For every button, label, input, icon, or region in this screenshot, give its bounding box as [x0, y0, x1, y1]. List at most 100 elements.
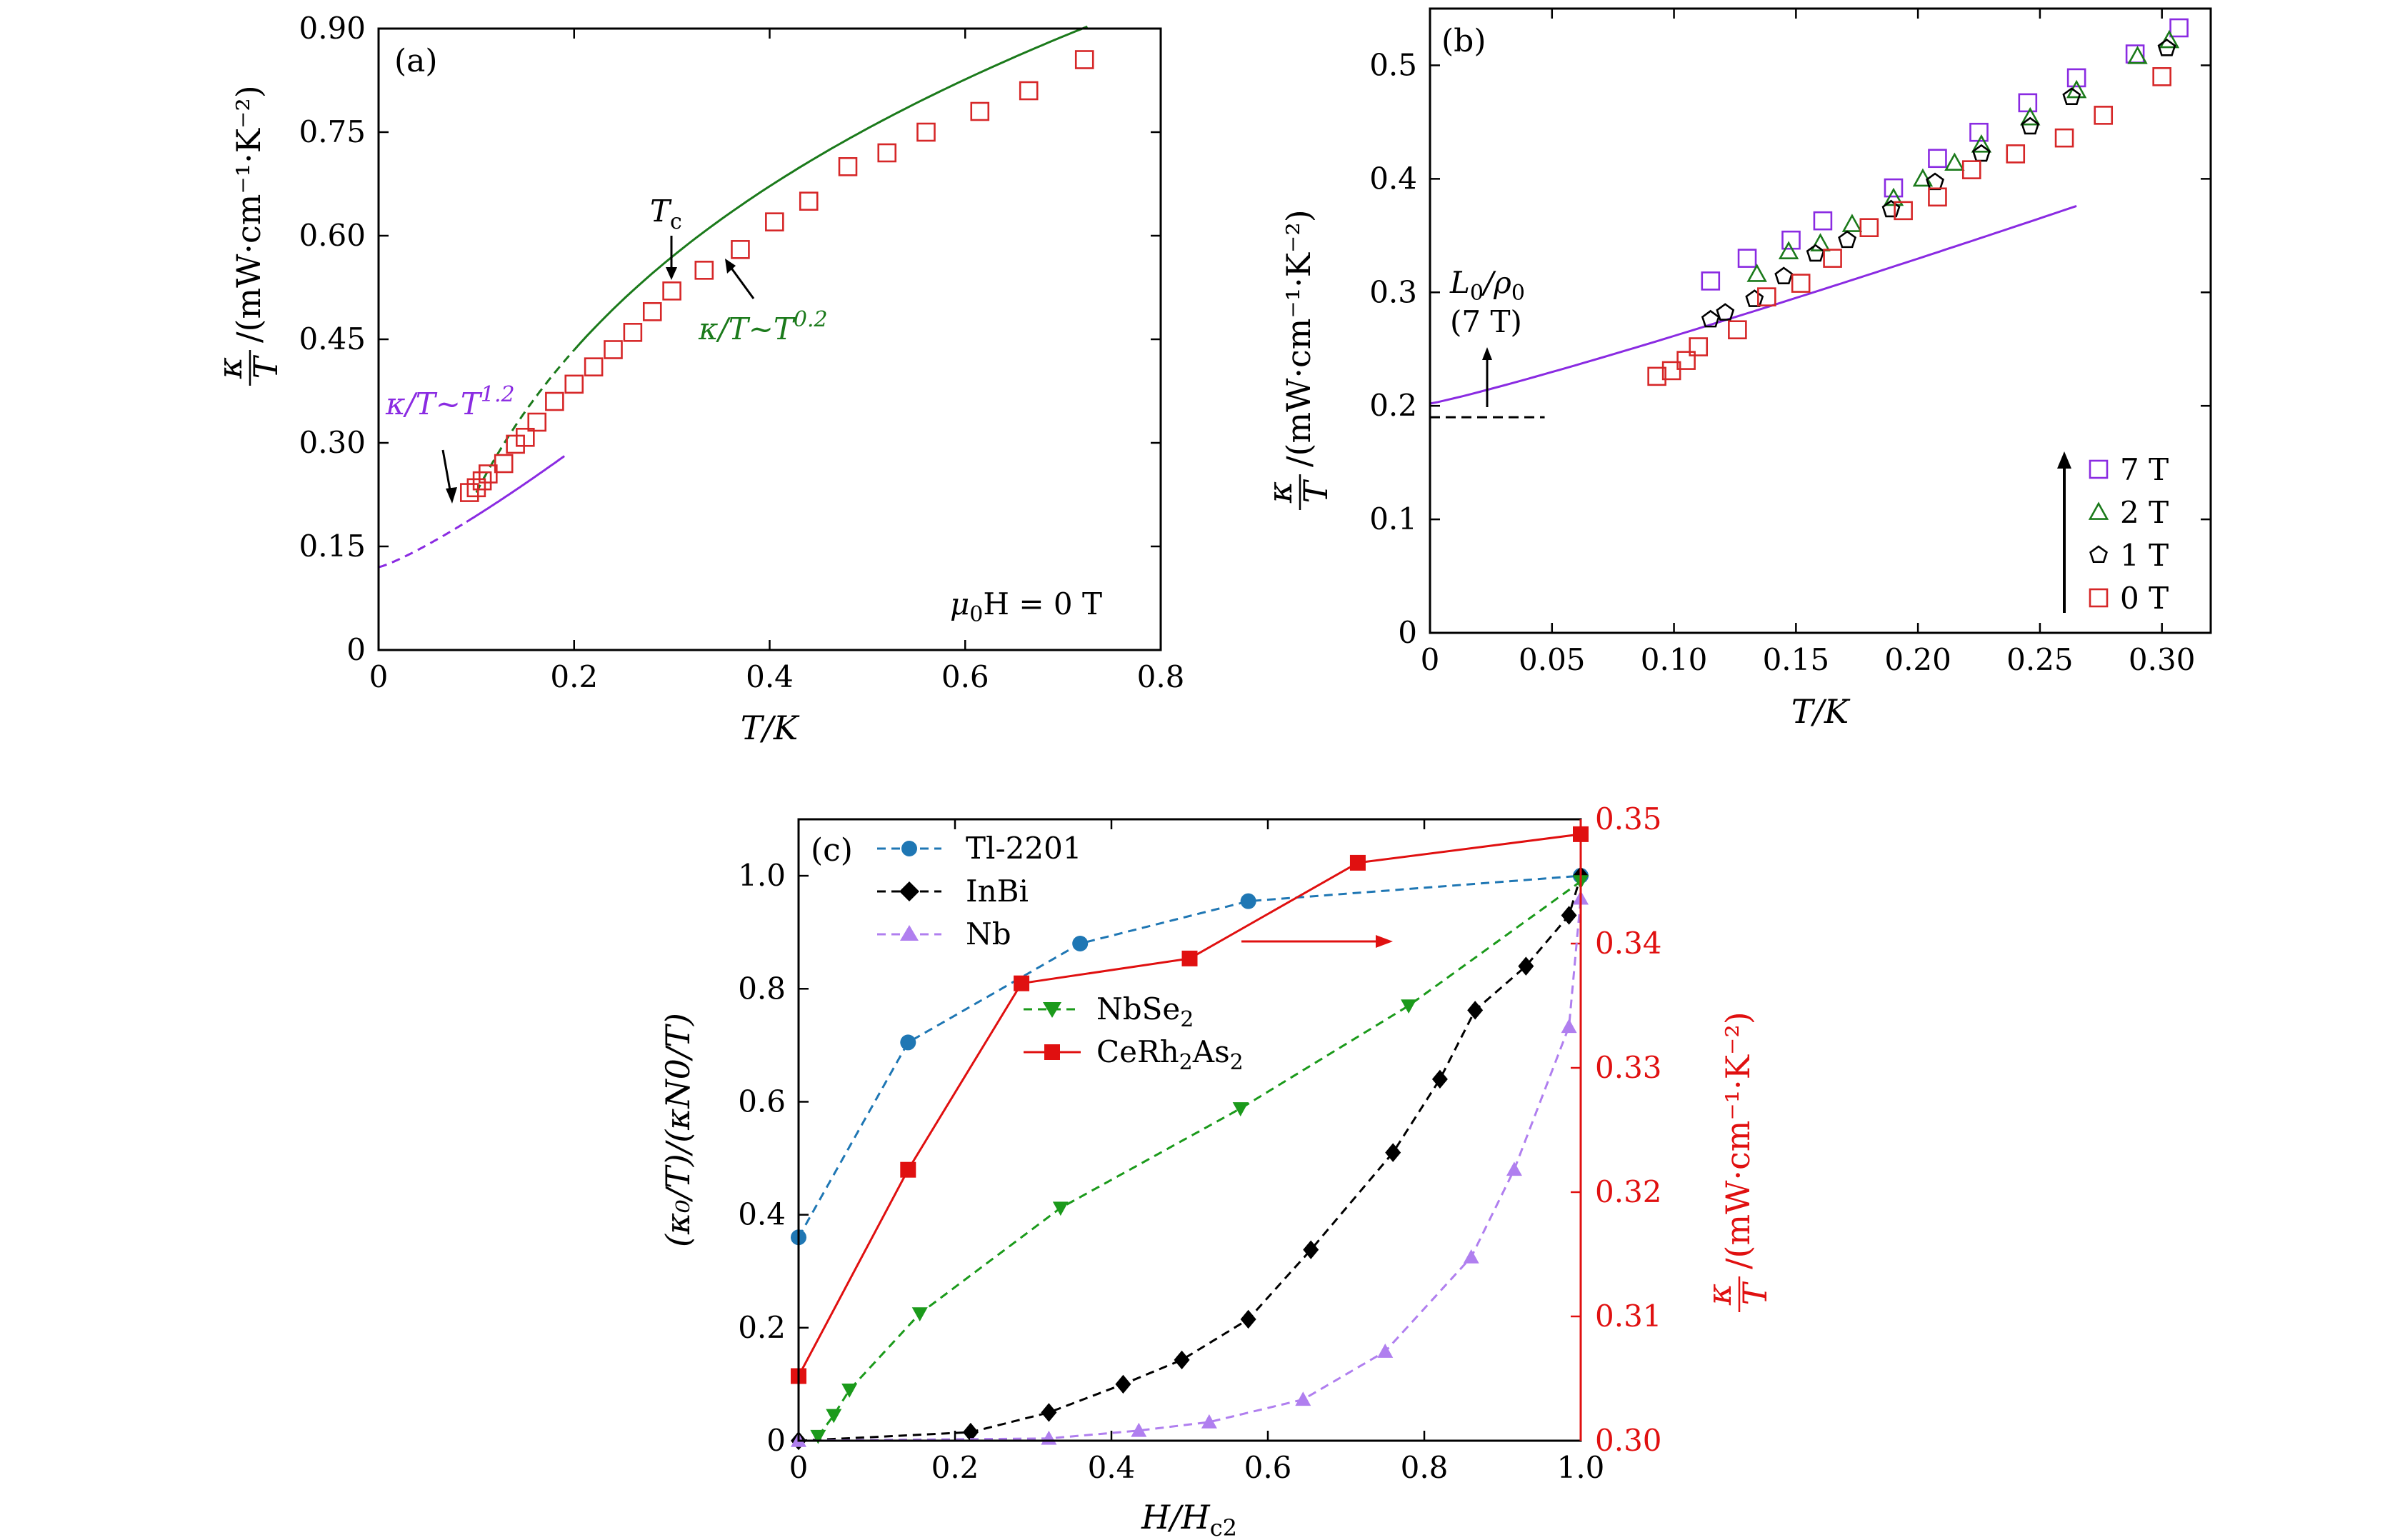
- panel-b-legend-label: 0 T: [2120, 581, 2169, 616]
- panel-b-data-point: [1971, 144, 1991, 162]
- legend-cerh-marker: [1044, 1044, 1060, 1060]
- panel-a-xtick-label: 0: [369, 659, 389, 694]
- panel-b-data-point: [2066, 68, 2086, 88]
- panel-a-ytick-label: 0.30: [299, 425, 366, 460]
- panel-c-ylabel-right-T: T: [1736, 1281, 1774, 1305]
- panel-a-data-point: [799, 191, 819, 211]
- panel-b-ytick-label: 0.5: [1369, 47, 1417, 82]
- panel-c-data-point: [1431, 1069, 1448, 1089]
- panel-b-data-point: [2021, 116, 2040, 135]
- panel-b: 0 0.05 0.10 0.15 0.20 0.25 0.30 0 0.1 0.2 0.3 0.4 0.…: [1261, 7, 2212, 731]
- panel-b-data-point: [1746, 264, 1767, 282]
- l0-arrow-head: [1482, 347, 1492, 360]
- panel-c-data-point: [841, 1384, 858, 1398]
- panel-a-data-point: [506, 434, 525, 454]
- panel-b-data-point: [1791, 274, 1811, 293]
- panel-c-data-point: [1014, 975, 1030, 991]
- panel-b-xtick-label: 0.10: [1641, 642, 1708, 677]
- panel-a-data-point: [564, 374, 584, 394]
- panel-a-data-point: [916, 122, 936, 142]
- arrow-t02-head: [725, 259, 736, 274]
- panel-b-data-point: [1806, 244, 1825, 262]
- panel-b-xtick-label: 0.15: [1763, 642, 1830, 677]
- panel-c-legend: Tl-2201 InBi Nb NbSe2 CeRh2As2: [877, 831, 1244, 1075]
- panel-a-ylabel-kappa: κ: [211, 357, 249, 379]
- panel-b-data-point: [2169, 18, 2189, 38]
- panel-c-data-point: [1561, 1019, 1577, 1034]
- panel-b-ylabel-T: T: [1296, 479, 1335, 503]
- panel-c-data-point: [1463, 1249, 1479, 1264]
- panel-c-data-point: [1377, 1344, 1394, 1358]
- panel-a-ytick-label: 0.90: [299, 11, 366, 46]
- panel-b-data-point: [1841, 214, 1863, 232]
- panel-b-frame: [1429, 7, 2212, 634]
- panel-a-data-point: [765, 212, 784, 231]
- panel-a-label: (a): [394, 43, 438, 79]
- panel-a-data-point: [527, 412, 547, 432]
- panel-c-data-point: [1295, 1391, 1311, 1406]
- panel-b-legend-marker: [2089, 545, 2108, 564]
- panel-c-label: (c): [811, 832, 853, 869]
- panel-c-ytick-right-label: 0.31: [1595, 1299, 1662, 1334]
- panel-b-data-point: [2020, 106, 2041, 126]
- l0-rho0-label: L0/ρ0: [1449, 265, 1525, 306]
- legend-nb-marker: [900, 925, 919, 941]
- panel-a-data-point: [731, 240, 750, 259]
- panel-c-ytick-label: 0.6: [738, 1084, 786, 1119]
- panel-a-data-point: [604, 340, 623, 359]
- panel-c-data-point: [1072, 936, 1089, 951]
- panel-a-ylabel-units: /(mW·cm⁻¹·K⁻²): [229, 85, 268, 343]
- panel-c-data-point: [1240, 893, 1256, 909]
- panel-c-data-point: [1401, 999, 1417, 1014]
- panel-a-data-point: [516, 427, 535, 447]
- panel-b-data-point: [1971, 134, 1992, 153]
- panel-b-data-point: [1944, 152, 1965, 171]
- fit-t02-dashed: [475, 349, 575, 494]
- panel-b-data-point: [1881, 199, 1901, 218]
- panel-c-data-point: [1467, 1001, 1484, 1020]
- panel-b-data-point: [2152, 67, 2171, 86]
- panel-b-label: (b): [1441, 23, 1486, 59]
- arrow-tc-head: [666, 267, 677, 280]
- panel-a-frame: [377, 27, 1162, 651]
- fit-t12-solid: [466, 455, 566, 523]
- panel-c-data-point: [1181, 950, 1198, 966]
- panel-a-ytick-label: 0.60: [299, 218, 366, 253]
- panel-b-data-point: [2094, 106, 2114, 125]
- panel-b-data-point: [1716, 303, 1735, 321]
- panel-b-data-point: [2127, 46, 2148, 64]
- panel-a-ytick-label: 0: [346, 632, 366, 667]
- panel-a-data-point: [459, 483, 479, 502]
- legend-nbse2-marker: [1043, 1002, 1061, 1018]
- panel-a-xtick-label: 0.4: [746, 659, 794, 694]
- panel-b-data-point: [2157, 39, 2176, 56]
- legend-nbse2-label: NbSe2: [1096, 991, 1194, 1032]
- panel-b-data-point: [1778, 241, 1799, 259]
- panel-c-xtick-label: 0.4: [1088, 1450, 1136, 1485]
- panel-b-data-point: [1813, 211, 1833, 231]
- panel-c-data-point: [1385, 1143, 1401, 1162]
- cerh-axis-arrow-head: [1376, 935, 1393, 948]
- panel-b-xtick-label: 0.20: [1884, 642, 1951, 677]
- panel-b-legend-label: 7 T: [2120, 452, 2169, 487]
- tc-label: Tc: [650, 194, 682, 234]
- panel-c-plot-area: 0 0.2 0.4 0.6 0.8 1.000.20.40.60.81.00.300.31…: [738, 801, 1661, 1485]
- panel-c: 0 0.2 0.4 0.6 0.8 1.000.20.40.60.81.00.300.31…: [659, 801, 1774, 1540]
- panel-a-ytick-label: 0.75: [299, 114, 366, 149]
- panel-c-frame: [797, 818, 1582, 1442]
- panel-b-plot-area: 0 0.05 0.10 0.15 0.20 0.25 0.30 0 0.1 0.2 0.3 0.4 0.…: [1369, 9, 2211, 677]
- panel-c-data-point: [1561, 906, 1577, 925]
- panel-c-xtick-label: 0.6: [1244, 1450, 1292, 1485]
- panel-b-data-point: [1961, 160, 1981, 179]
- panel-b-data-point: [1838, 230, 1857, 249]
- panel-b-data-point: [1661, 361, 1681, 381]
- panel-b-legend-marker: [2089, 459, 2109, 479]
- panel-b-data-point: [1676, 351, 1696, 370]
- panel-a-data-point: [1074, 50, 1094, 69]
- panel-c-xtick-label: 0: [789, 1450, 809, 1485]
- panel-b-fit-line: [1429, 204, 2077, 405]
- legend-cerh-label: CeRh2As2: [1096, 1034, 1244, 1075]
- panel-c-data-point: [1240, 1309, 1256, 1329]
- panel-a-data-point: [838, 157, 858, 176]
- panel-b-data-point: [1745, 289, 1764, 307]
